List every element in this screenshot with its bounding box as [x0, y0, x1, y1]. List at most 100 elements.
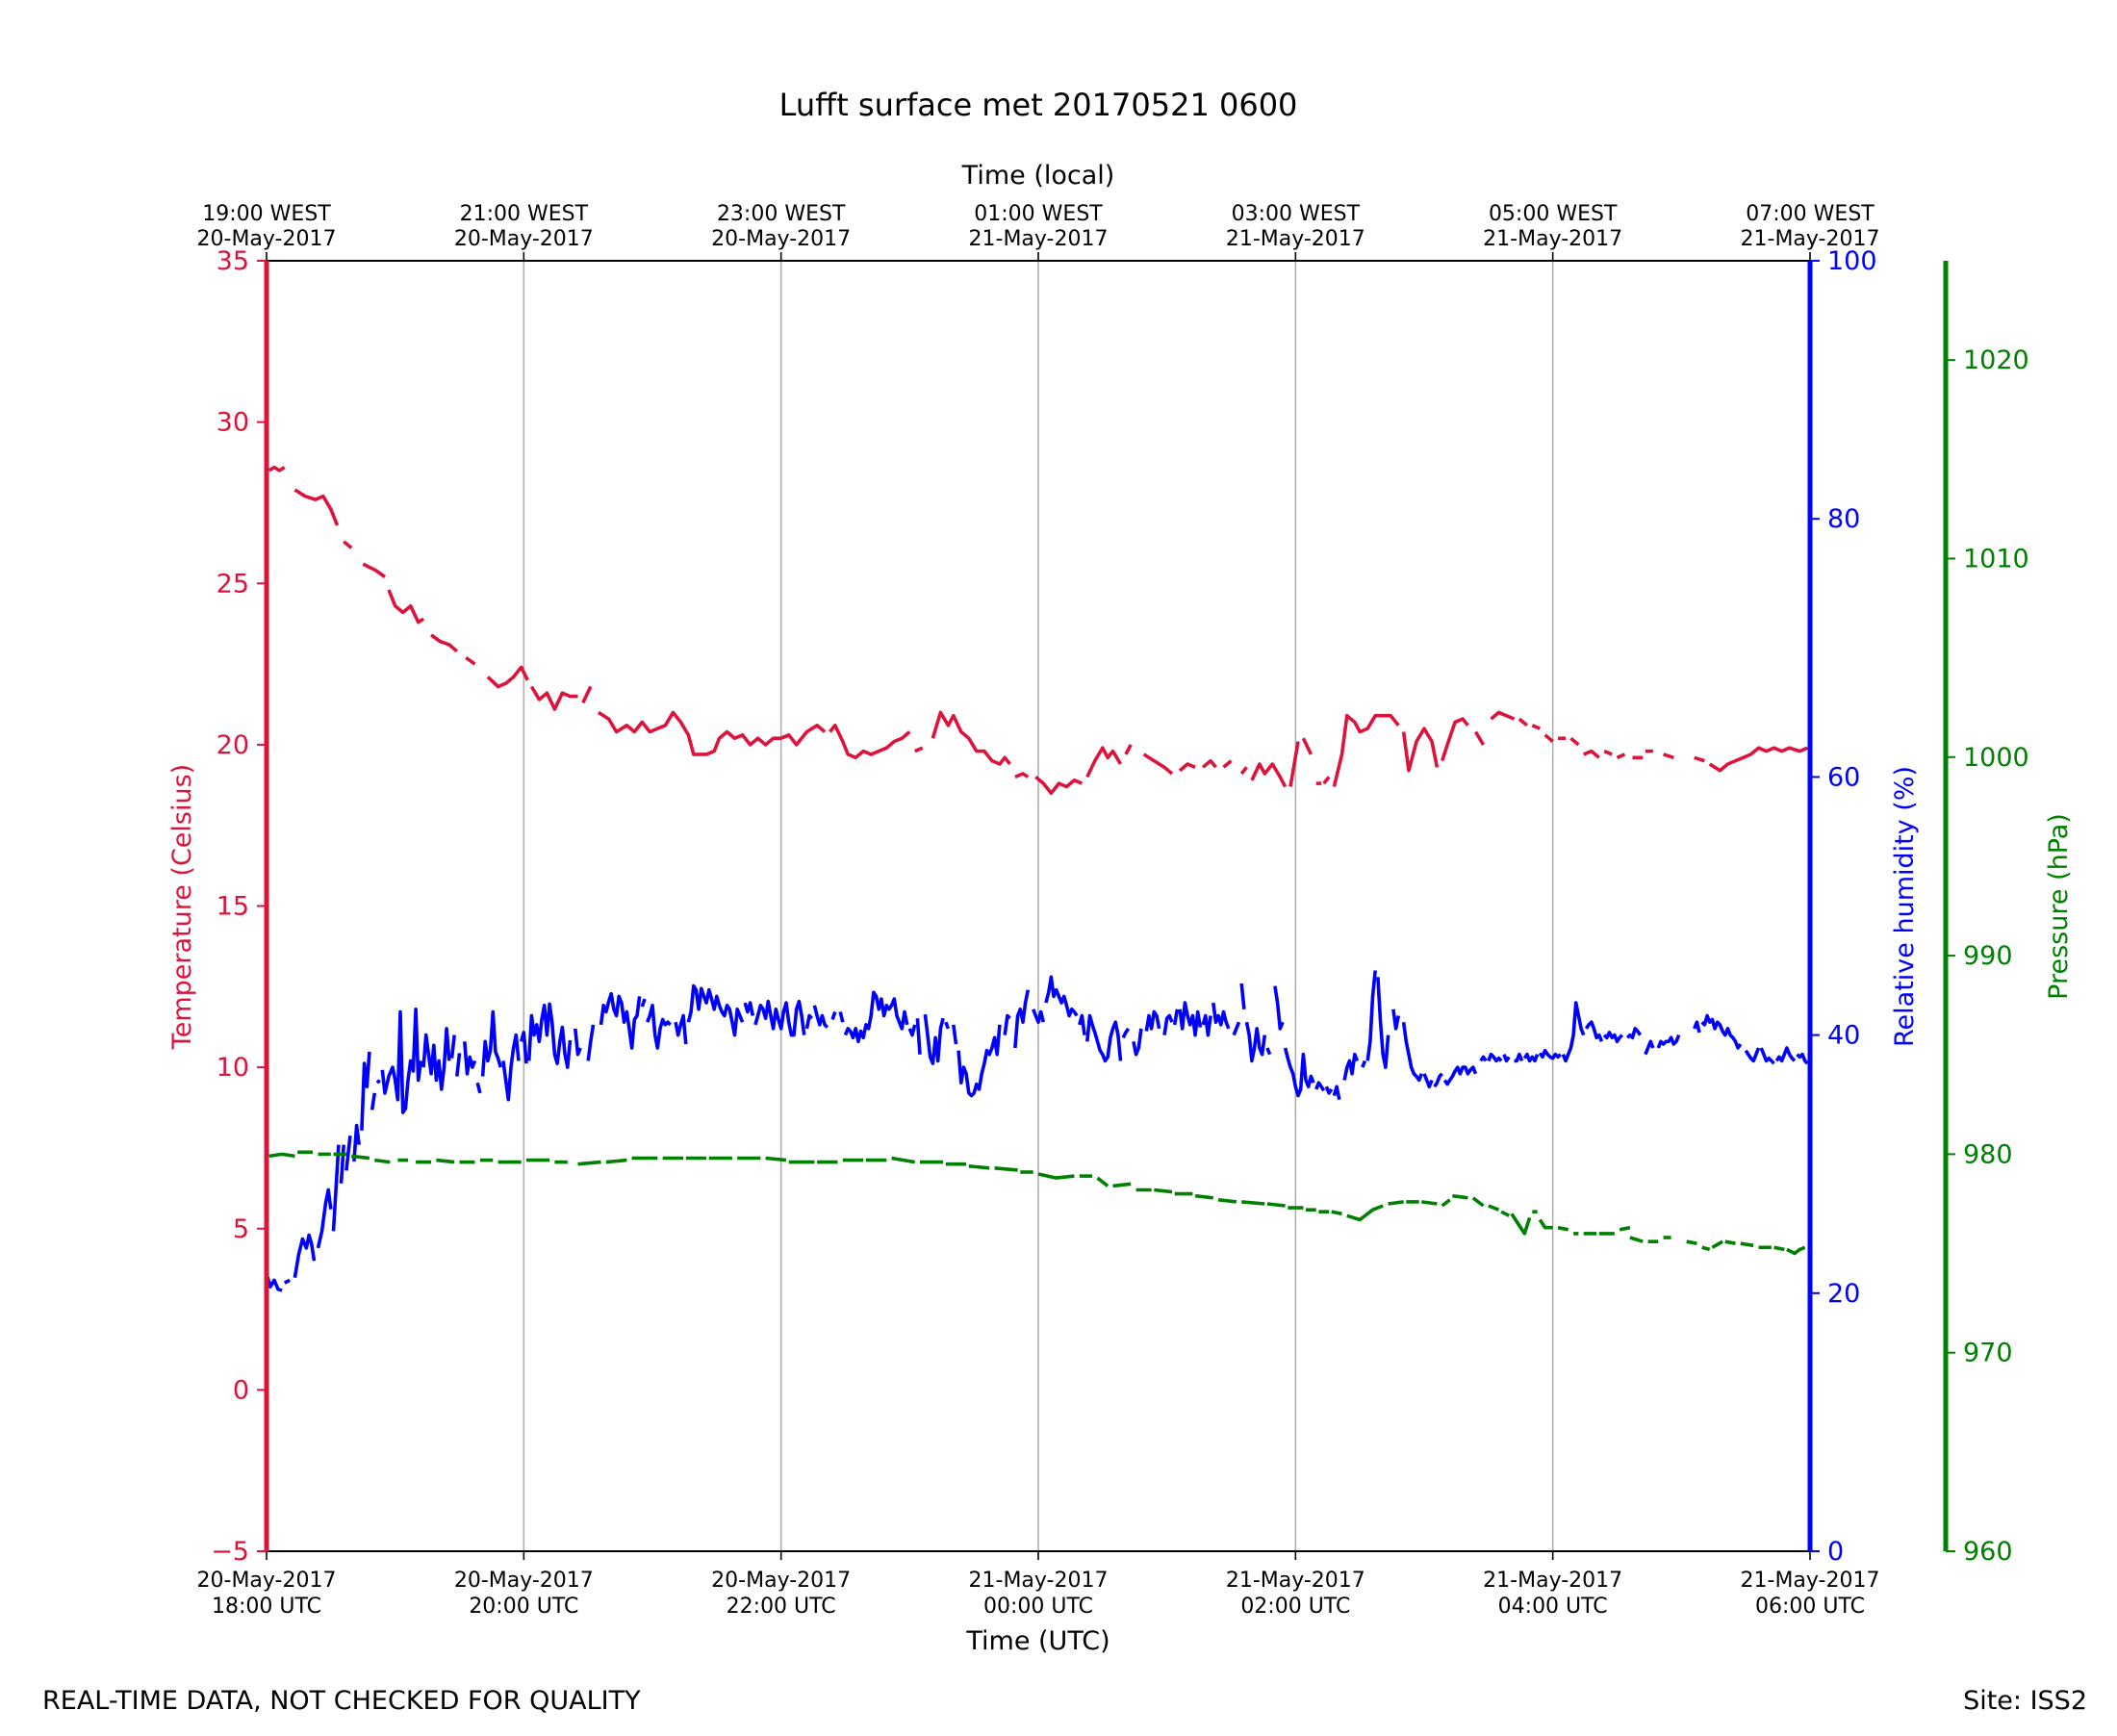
pressure-line-segment [436, 1158, 455, 1164]
humidity-line-segment [1078, 1013, 1086, 1035]
humidity-line-segment [360, 1051, 371, 1131]
humidity-line-segment [944, 1021, 951, 1030]
temperature-line-segment [1201, 758, 1217, 769]
humidity-line-segment [1314, 1081, 1326, 1092]
humidity-tick-label: 40 [1827, 1021, 1860, 1051]
pressure-line-segment [1346, 1204, 1384, 1222]
humidity-line-segment [1178, 1001, 1203, 1037]
x-tick-label-top-date: 20-May-2017 [197, 227, 337, 251]
pressure-line-segment [1724, 1239, 1736, 1245]
humidity-line-segment [293, 1233, 317, 1278]
humidity-line-segment [1003, 1013, 1011, 1035]
humidity-line-segment [283, 1278, 291, 1285]
pressure-line-segment [1154, 1187, 1173, 1194]
humidity-line-segment [519, 1031, 528, 1064]
pressure-line-segment [374, 1158, 391, 1164]
humidity-line-segment [1514, 1052, 1524, 1063]
temperature-line-segment [486, 665, 529, 689]
x-tick-label-bottom-time: 20:00 UTC [469, 1595, 578, 1619]
temperature-line-segment [1085, 746, 1123, 779]
humidity-line-segment [574, 1028, 582, 1057]
temperature-line-segment [1222, 759, 1233, 769]
chart-title: Lufft surface met 20170521 0600 [779, 87, 1298, 123]
humidity-line-segment [907, 1024, 917, 1037]
temperature-tick-label: 20 [217, 730, 249, 760]
pressure-line-segment [1510, 1213, 1532, 1236]
x-tick-label-bottom-time: 00:00 UTC [983, 1595, 1093, 1619]
humidity-line-segment [1774, 1046, 1797, 1063]
grid-layer [523, 261, 1554, 1551]
temperature-line-segment [1401, 727, 1440, 773]
humidity-line-segment [1759, 1047, 1775, 1065]
temperature-line-segment [1616, 753, 1626, 759]
temperature-line-segment [343, 540, 353, 549]
humidity-line-segment [1391, 1008, 1401, 1031]
pressure-line-segment [1686, 1239, 1697, 1245]
pressure-line-segment [1786, 1245, 1806, 1256]
temperature-line-segment [1583, 749, 1600, 759]
humidity-line-segment [480, 1009, 503, 1077]
humidity-line-segment [640, 998, 647, 1008]
humidity-line-segment [1244, 1021, 1267, 1063]
humidity-line-segment [1121, 1027, 1131, 1039]
humidity-line-segment [686, 983, 745, 1037]
pressure-tick-label: 1000 [1963, 743, 2029, 773]
humidity-line-segment [1422, 1073, 1434, 1088]
humidity-line-segment [1172, 1008, 1180, 1026]
humidity-tick-label: 20 [1827, 1279, 1860, 1309]
pressure-line-segment [1217, 1198, 1237, 1204]
x-tick-label-bottom-time: 18:00 UTC [212, 1595, 321, 1619]
humidity-line-segment [316, 1187, 333, 1249]
humidity-line-segment [753, 999, 806, 1037]
humidity-line-segment [1502, 1054, 1511, 1063]
temperature-line-segment [465, 655, 476, 666]
humidity-line-segment [1044, 975, 1079, 1018]
series-layer [265, 465, 1809, 1292]
pressure-tick-label: 960 [1963, 1537, 2013, 1567]
humidity-line-segment [475, 1082, 482, 1094]
humidity-line-segment [339, 1144, 345, 1184]
temperature-tick-label: 10 [217, 1053, 249, 1083]
humidity-line-segment [1625, 1027, 1643, 1040]
x-tick-label-bottom-date: 21-May-2017 [969, 1569, 1109, 1593]
humidity-line-segment [586, 1024, 596, 1061]
pressure-line-segment [1266, 1202, 1286, 1208]
x-tick-label-top-date: 21-May-2017 [1741, 227, 1880, 251]
temperature-line-segment [1473, 730, 1486, 746]
temperature-line-segment [293, 488, 340, 526]
pressure-line-segment [1096, 1176, 1110, 1187]
humidity-line-segment [674, 1013, 688, 1045]
x-tick-label-top-time: 21:00 WEST [460, 202, 589, 226]
temperature-line-segment [1543, 733, 1554, 743]
x-tick-label-bottom-date: 20-May-2017 [711, 1569, 851, 1593]
humidity-line-segment [380, 1008, 423, 1114]
humidity-line-segment [1442, 1065, 1478, 1086]
humidity-line-segment [421, 1027, 451, 1091]
humidity-line-segment [1365, 970, 1377, 1061]
pressure-tick-label: 1010 [1963, 544, 2029, 574]
humidity-line-segment [1693, 1020, 1701, 1034]
humidity-line-segment [1522, 1052, 1540, 1063]
temperature-line-segment [1603, 749, 1613, 756]
humidity-line-segment [501, 1033, 521, 1102]
pressure-line-segment [765, 1156, 787, 1162]
humidity-line-segment [1212, 1002, 1231, 1030]
x-tick-label-bottom-date: 21-May-2017 [1226, 1569, 1365, 1593]
pressure-line-segment [1388, 1200, 1404, 1206]
pressure-axis-title: Pressure (hPa) [2044, 813, 2074, 1000]
x-tick-label-top-time: 05:00 WEST [1489, 202, 1618, 226]
pressure-line-segment [605, 1158, 627, 1164]
x-tick-label-top-time: 01:00 WEST [974, 202, 1103, 226]
temperature-line-segment [1518, 717, 1529, 728]
x-tick-label-top-date: 20-May-2017 [711, 227, 851, 251]
humidity-line-segment [1700, 1013, 1743, 1050]
temperature-tick-label: 15 [217, 892, 249, 922]
pressure-line-segment [891, 1156, 916, 1164]
pressure-line-segment [968, 1164, 990, 1170]
humidity-line-segment [331, 1144, 341, 1232]
humidity-line-segment [1487, 1052, 1503, 1063]
x-tick-label-bottom-date: 21-May-2017 [1741, 1569, 1880, 1593]
temperature-line-segment [931, 710, 1012, 766]
humidity-line-segment [1232, 1021, 1241, 1036]
